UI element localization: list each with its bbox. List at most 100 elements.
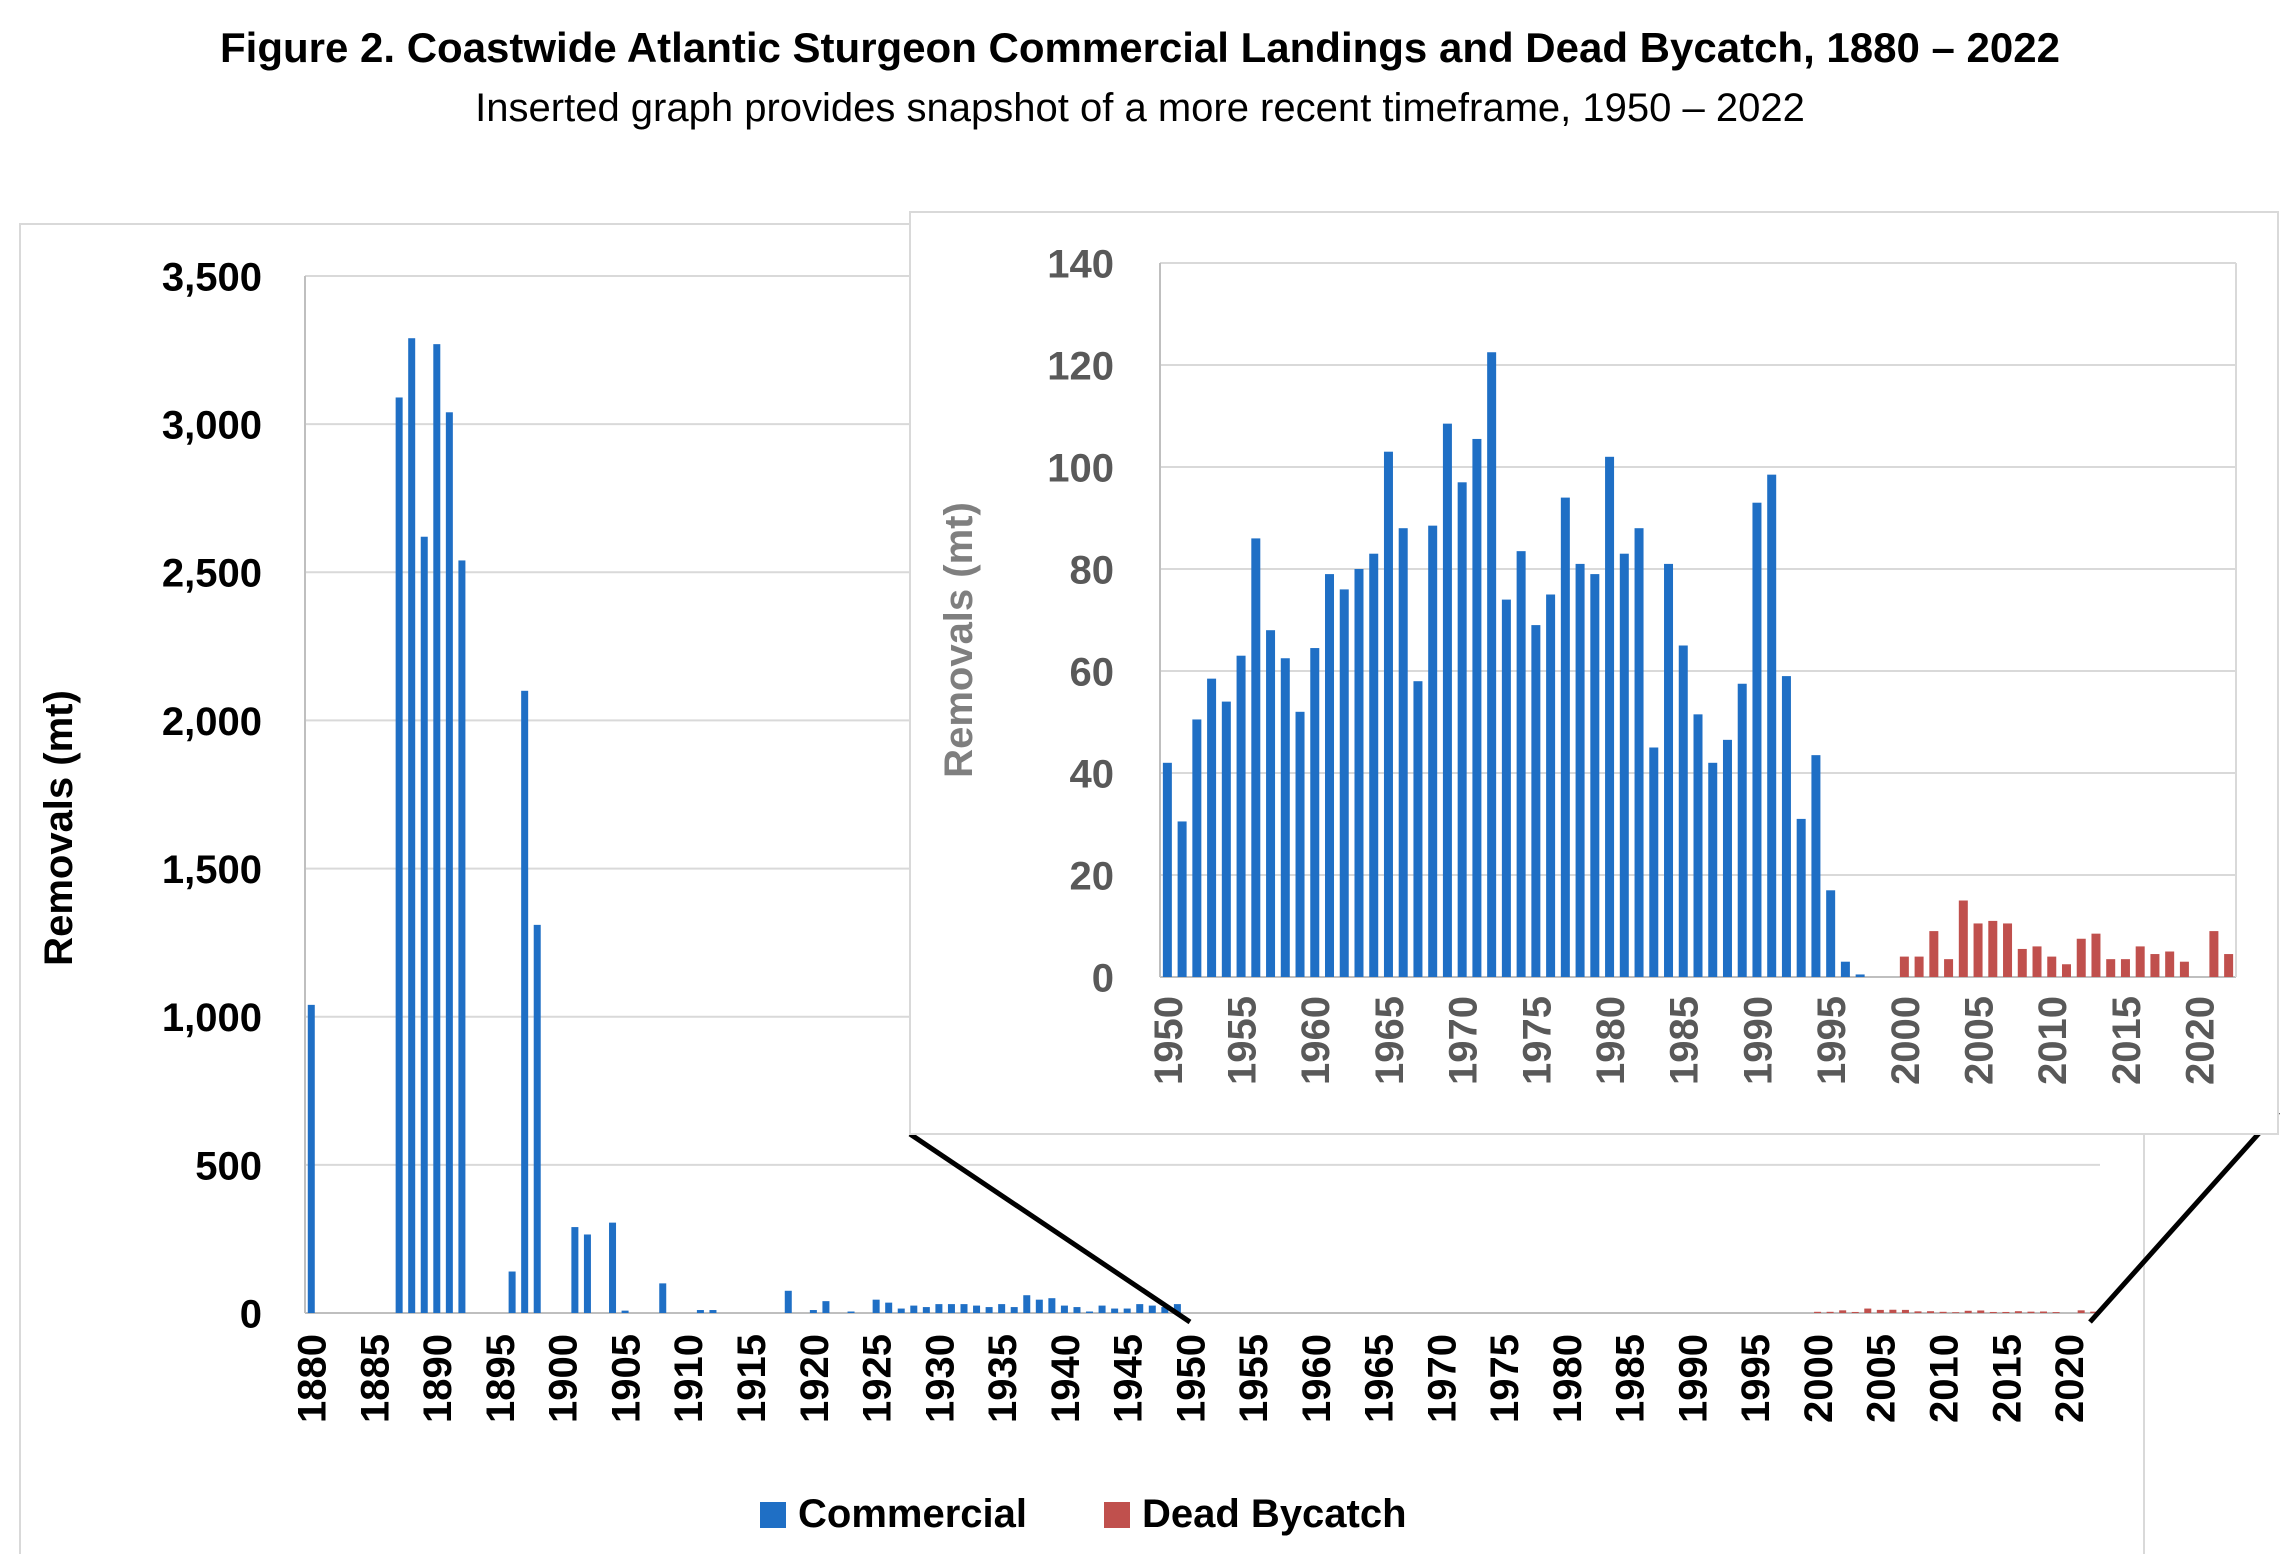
legend-label-dead-bycatch: Dead Bycatch — [1142, 1492, 1407, 1536]
legend: Commercial Dead Bycatch — [760, 1492, 1407, 1536]
main-bar-dead-bycatch — [1889, 1309, 1897, 1313]
inset-bar-dead-bycatch — [2017, 948, 2027, 977]
main-x-tick-label: 1920 — [793, 1334, 837, 1423]
inset-bar-dead-bycatch — [1899, 956, 1909, 977]
inset-bar-commercial — [1767, 474, 1777, 977]
main-y-tick-label: 3,000 — [162, 404, 262, 448]
inset-bar-commercial — [1796, 818, 1806, 977]
chart-title: Figure 2. Coastwide Atlantic Sturgeon Co… — [220, 24, 2060, 71]
main-bar-commercial — [1035, 1299, 1043, 1313]
main-bar-commercial — [1048, 1298, 1056, 1313]
main-bar-dead-bycatch — [1977, 1310, 1985, 1313]
main-bar-commercial — [621, 1310, 629, 1313]
inset-y-tick-label: 0 — [1092, 956, 1114, 1000]
inset-x-tick-label: 2015 — [2105, 996, 2149, 1085]
inset-bar-commercial — [1649, 747, 1659, 977]
inset-bar-commercial — [1162, 762, 1172, 977]
main-bar-commercial — [1098, 1305, 1106, 1313]
inset-bar-commercial — [1428, 525, 1438, 977]
inset-bar-dead-bycatch — [1929, 931, 1939, 977]
main-bar-dead-bycatch — [1876, 1309, 1884, 1313]
main-y-tick-label: 500 — [195, 1144, 262, 1188]
inset-bar-commercial — [1325, 574, 1335, 977]
main-bar-commercial — [985, 1307, 993, 1313]
inset-y-tick-label: 60 — [1070, 650, 1115, 694]
inset-bar-commercial — [1575, 563, 1585, 977]
main-x-tick-label: 1955 — [1232, 1334, 1276, 1423]
main-bar-commercial — [1148, 1305, 1156, 1313]
main-bar-commercial — [420, 536, 428, 1313]
inset-bar-dead-bycatch — [2120, 959, 2130, 977]
main-x-tick-label: 2005 — [1860, 1334, 1904, 1423]
inset-y-tick-label: 100 — [1047, 446, 1114, 490]
main-bar-commercial — [1173, 1304, 1181, 1313]
inset-bar-commercial — [1501, 599, 1511, 977]
main-x-tick-label: 2015 — [1985, 1334, 2029, 1423]
inset-bar-dead-bycatch — [2135, 946, 2145, 977]
main-x-tick-labels: 1880 1885 1890 1895 1900 1905 1910 1915 1920 1925… — [291, 1334, 2092, 1423]
inset-bar-commercial — [1708, 762, 1718, 977]
main-bar-commercial — [709, 1310, 717, 1313]
main-bar-commercial — [998, 1304, 1006, 1313]
inset-bar-commercial — [1855, 974, 1865, 977]
inset-bar-commercial — [1383, 451, 1393, 977]
main-bar-commercial — [433, 344, 441, 1313]
inset-y-tick-label: 20 — [1070, 854, 1115, 898]
inset-bar-dead-bycatch — [2106, 959, 2116, 977]
main-bar-commercial — [1086, 1311, 1094, 1313]
main-y-tick-label: 0 — [240, 1292, 262, 1336]
main-bar-commercial — [1111, 1308, 1119, 1313]
inset-bar-commercial — [1737, 683, 1747, 977]
inset-x-tick-labels: 1950 1955 1960 1965 1970 1975 1980 1985 1990 1995… — [1147, 996, 2223, 1085]
main-x-tick-label: 1915 — [730, 1334, 774, 1423]
main-x-tick-label: 1995 — [1734, 1334, 1778, 1423]
main-bar-dead-bycatch — [1952, 1312, 1960, 1313]
main-bar-commercial — [508, 1271, 516, 1313]
inset-y-tick-label: 80 — [1070, 548, 1115, 592]
inset-x-tick-label: 2000 — [1884, 996, 1928, 1085]
main-bar-commercial — [408, 338, 416, 1314]
inset-x-tick-label: 2020 — [2179, 996, 2223, 1085]
zoom-connector-left — [908, 1131, 1192, 1325]
inset-bar-commercial — [1664, 563, 1674, 977]
main-x-tick-label: 1935 — [981, 1334, 1025, 1423]
inset-y-axis-label: Removals (mt) — [937, 502, 981, 778]
inset-bar-commercial — [1369, 553, 1379, 977]
main-bar-dead-bycatch — [1989, 1311, 1997, 1313]
main-bar-commercial — [659, 1283, 667, 1313]
main-bar-commercial — [935, 1304, 943, 1313]
inset-bars — [1162, 352, 2234, 977]
main-bar-commercial — [1060, 1305, 1068, 1313]
main-bar-commercial — [1123, 1308, 1131, 1313]
inset-x-tick-label: 1950 — [1147, 996, 1191, 1085]
legend-swatch-dead-bycatch — [1104, 1502, 1130, 1528]
inset-x-tick-label: 1985 — [1663, 996, 1707, 1085]
main-bar-commercial — [885, 1302, 893, 1313]
main-bar-dead-bycatch — [1826, 1311, 1834, 1313]
main-bar-commercial — [822, 1301, 830, 1313]
main-y-tick-label: 2,500 — [162, 552, 262, 596]
main-y-tick-label: 1,500 — [162, 848, 262, 892]
inset-bar-dead-bycatch — [2061, 964, 2071, 977]
main-bar-commercial — [307, 1004, 315, 1313]
inset-bar-commercial — [1546, 594, 1556, 977]
inset-bar-dead-bycatch — [2003, 923, 2013, 977]
main-x-tick-label: 1970 — [1420, 1334, 1464, 1423]
main-bar-dead-bycatch — [1939, 1311, 1947, 1313]
main-x-tick-label: 1930 — [918, 1334, 962, 1423]
inset-bar-commercial — [1678, 645, 1688, 977]
legend-swatch-commercial — [760, 1502, 786, 1528]
inset-bar-commercial — [1339, 589, 1349, 977]
main-x-tick-label: 2000 — [1797, 1334, 1841, 1423]
inset-bar-commercial — [1826, 890, 1836, 977]
main-x-tick-label: 1945 — [1107, 1334, 1151, 1423]
inset-y-tick-label: 120 — [1047, 344, 1114, 388]
main-bar-commercial — [395, 397, 403, 1313]
main-x-tick-label: 2020 — [2048, 1334, 2092, 1423]
main-bar-dead-bycatch — [2002, 1311, 2010, 1313]
inset-bar-commercial — [1310, 648, 1320, 977]
main-bar-dead-bycatch — [1851, 1311, 1859, 1313]
inset-bar-dead-bycatch — [2150, 954, 2160, 977]
main-x-tick-label: 1965 — [1358, 1334, 1402, 1423]
inset-bar-dead-bycatch — [2032, 946, 2042, 977]
